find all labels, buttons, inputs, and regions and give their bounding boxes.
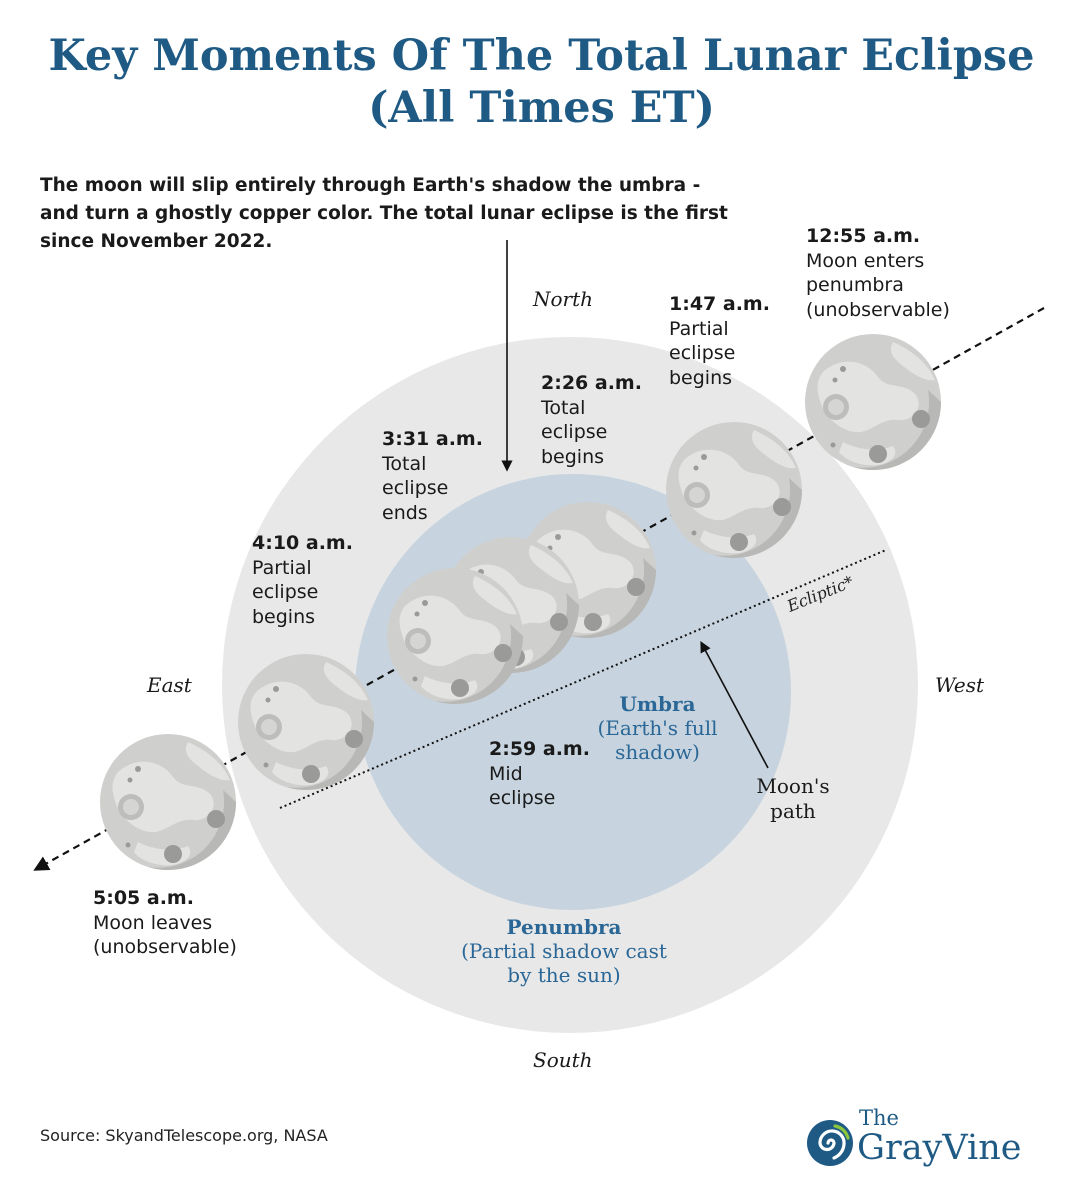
direction-south: South (533, 1048, 593, 1072)
title-line-1: Key Moments Of The Total Lunar Eclipse (48, 31, 1035, 81)
event-desc-line: Total (382, 452, 427, 475)
event-time: 3:31 a.m. (382, 428, 483, 450)
event-desc-line: Mid (489, 762, 523, 785)
gray-vine-logo: The GrayVine (805, 1106, 1055, 1176)
intro-text: The moon will slip entirely through Eart… (40, 172, 730, 256)
umbra-desc-line: shadow) (615, 740, 700, 764)
page-title: Key Moments Of The Total Lunar Eclipse (… (0, 30, 1083, 134)
title-line-2: (All Times ET) (368, 83, 715, 133)
moon-1255 (805, 334, 941, 471)
moon-path-label-line: Moon's (756, 774, 830, 798)
event-label-226: 2:26 a.m. Total eclipse begins (541, 371, 642, 469)
event-label-259: 2:59 a.m. Mid eclipse (489, 737, 590, 811)
event-time: 4:10 a.m. (252, 532, 353, 554)
event-time: 12:55 a.m. (806, 225, 921, 247)
penumbra-desc-line: (Partial shadow cast (461, 939, 667, 963)
logo-name-gray: Gray (857, 1128, 943, 1168)
event-desc-line: Moon enters (806, 249, 925, 272)
intro-line-2: and turn a ghostly copper color. The tot… (40, 203, 728, 224)
event-desc-line: ends (382, 501, 428, 524)
event-label-410: 4:10 a.m. Partial eclipse begins (252, 531, 353, 629)
umbra-name: Umbra (619, 692, 696, 716)
moon-410 (238, 654, 374, 791)
event-time: 2:26 a.m. (541, 372, 642, 394)
event-label-505: 5:05 a.m. Moon leaves (unobservable) (93, 886, 237, 960)
moon-path-label: Moon's path (738, 774, 848, 824)
event-label-1255: 12:55 a.m. Moon enters penumbra (unobser… (806, 224, 950, 322)
moon-331 (387, 568, 523, 705)
event-label-147: 1:47 a.m. Partial eclipse begins (669, 292, 770, 390)
event-desc-line: eclipse (669, 342, 736, 364)
event-desc-line: penumbra (806, 274, 904, 296)
spiral-icon (807, 1120, 853, 1166)
event-desc-line: (unobservable) (806, 298, 950, 321)
logo-the: The (859, 1106, 899, 1130)
event-time: 1:47 a.m. (669, 293, 770, 315)
logo-name-vine: Vine (942, 1128, 1022, 1168)
event-desc-line: eclipse (382, 477, 449, 499)
penumbra-name: Penumbra (506, 915, 622, 939)
moon-147 (666, 422, 802, 559)
event-desc-line: Moon leaves (93, 911, 213, 934)
moon-path-pointer-arrow (700, 641, 769, 769)
source-note: Source: SkyandTelescope.org, NASA (40, 1126, 328, 1145)
logo-name: GrayVine (857, 1128, 1021, 1168)
event-desc-line: eclipse (252, 581, 319, 603)
event-desc-line: eclipse (541, 421, 608, 443)
event-desc-line: eclipse (489, 787, 556, 809)
intro-line-3: since November 2022. (40, 231, 273, 252)
direction-north: North (533, 287, 594, 311)
event-desc-line: Total (541, 396, 586, 419)
penumbra-desc-line: by the sun) (507, 963, 621, 987)
event-label-331: 3:31 a.m. Total eclipse ends (382, 427, 483, 525)
event-desc-line: Partial (252, 556, 312, 579)
event-desc-line: Partial (669, 317, 729, 340)
event-desc-line: begins (669, 366, 733, 389)
direction-west: West (935, 673, 985, 697)
direction-east: East (147, 673, 192, 697)
event-time: 2:59 a.m. (489, 738, 590, 760)
event-desc-line: (unobservable) (93, 936, 237, 958)
umbra-desc-line: (Earth's full (597, 716, 718, 740)
umbra-label: Umbra (Earth's full shadow) (575, 692, 740, 764)
event-desc-line: begins (252, 605, 316, 628)
penumbra-label: Penumbra (Partial shadow cast by the sun… (430, 915, 698, 987)
event-desc-line: begins (541, 445, 605, 468)
moon-505 (100, 734, 236, 871)
intro-line-1: The moon will slip entirely through Eart… (40, 175, 701, 196)
event-time: 5:05 a.m. (93, 887, 194, 909)
moon-path-label-line: path (770, 799, 816, 823)
